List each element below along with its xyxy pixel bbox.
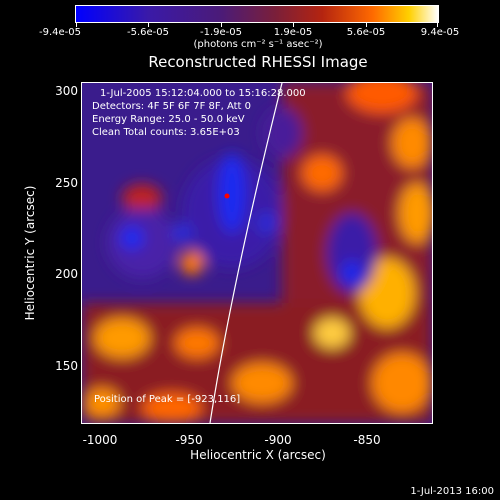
energy-range-label: Energy Range: 25.0 - 50.0 keV (92, 114, 245, 125)
footer-timestamp: 1-Jul-2013 16:00 (410, 486, 494, 497)
x-tick-label: -1000 (82, 433, 118, 447)
x-axis-label: Heliocentric X (arcsec) (190, 448, 326, 462)
colorbar-tick (437, 22, 438, 27)
colorbar-tick-label: 5.6e-05 (346, 27, 386, 38)
y-tick-label: 150 (55, 359, 78, 373)
solar-limb-line (209, 83, 283, 423)
colorbar-tick (221, 22, 222, 27)
image-plot: 1-Jul-2005 15:12:04.000 to 15:16:28.000 … (81, 82, 433, 424)
colorbar-tick (293, 22, 294, 27)
clean-info-label: Clean Total counts: 3.65E+03 (92, 127, 240, 138)
colorbar-tick-label: -1.9e-05 (200, 27, 242, 38)
colorbar-units: (photons cm⁻² s⁻¹ asec⁻²) (193, 39, 323, 50)
colorbar-tick-label: -9.4e-05 (39, 27, 81, 38)
colorbar-tick-label: 1.9e-05 (273, 27, 313, 38)
reconstructed-image (82, 83, 432, 423)
detectors-label: Detectors: 4F 5F 6F 7F 8F, Att 0 (92, 101, 252, 112)
y-tick-label: 200 (55, 267, 78, 281)
colorbar (75, 5, 439, 23)
colorbar-tick (148, 22, 149, 27)
plot-title: Reconstructed RHESSI Image (148, 53, 368, 71)
x-tick-label: -950 (175, 433, 203, 447)
colorbar-tick (76, 22, 77, 27)
y-tick-label: 300 (55, 84, 78, 98)
peak-position-label: Position of Peak = [-923,116] (94, 394, 241, 405)
y-tick-label: 250 (55, 176, 78, 190)
peak-marker (224, 193, 230, 199)
x-tick-label: -900 (264, 433, 292, 447)
colorbar-tick (366, 22, 367, 27)
time-range-label: 1-Jul-2005 15:12:04.000 to 15:16:28.000 (100, 88, 306, 99)
y-axis-label: Heliocentric Y (arcsec) (23, 185, 37, 321)
x-tick-label: -850 (353, 433, 381, 447)
colorbar-tick-label: 9.4e-05 (420, 27, 460, 38)
colorbar-tick-label: -5.6e-05 (127, 27, 169, 38)
